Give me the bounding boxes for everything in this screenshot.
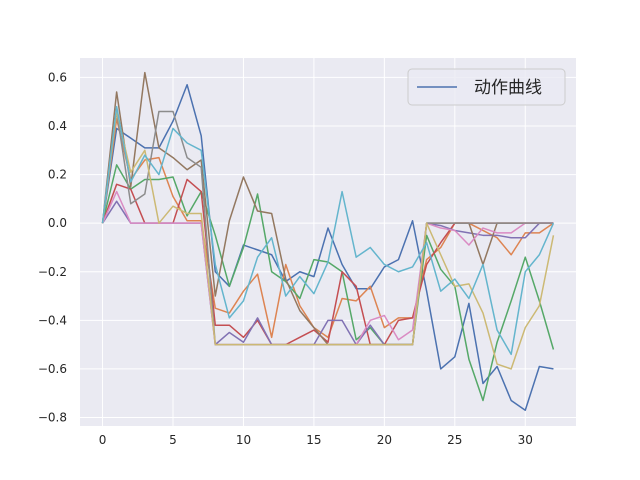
x-tick-label: 10 xyxy=(236,433,251,447)
x-tick-label: 25 xyxy=(447,433,462,447)
y-tick-label: 0.0 xyxy=(48,216,67,230)
x-tick-label: 5 xyxy=(169,433,177,447)
series-line-1 xyxy=(101,83,554,411)
y-tick-label: −0.6 xyxy=(38,362,67,376)
y-tick-label: −0.8 xyxy=(38,410,67,424)
y-axis-ticks: −0.8 −0.6 −0.4 −0.2 0.0 0.2 0.4 0.6 xyxy=(38,70,67,424)
series-line-9 xyxy=(101,110,555,370)
y-tick-label: 0.4 xyxy=(48,119,67,133)
x-tick-label: 30 xyxy=(518,433,533,447)
legend: 动作曲线 xyxy=(407,68,566,106)
series-lines xyxy=(101,71,555,411)
y-tick-label: −0.2 xyxy=(38,265,67,279)
legend-box xyxy=(407,68,566,106)
x-tick-label: 15 xyxy=(306,433,321,447)
x-tick-label: 0 xyxy=(99,433,107,447)
y-tick-label: 0.6 xyxy=(48,70,67,84)
x-tick-label: 20 xyxy=(377,433,392,447)
plot-area xyxy=(80,58,576,426)
y-tick-label: 0.2 xyxy=(48,168,67,182)
x-axis-ticks: 0 5 10 15 20 25 30 xyxy=(99,433,533,447)
legend-label: 动作曲线 xyxy=(474,78,542,98)
series-line-2 xyxy=(101,117,554,339)
series-line-10 xyxy=(101,105,555,356)
y-tick-label: −0.4 xyxy=(38,313,67,327)
